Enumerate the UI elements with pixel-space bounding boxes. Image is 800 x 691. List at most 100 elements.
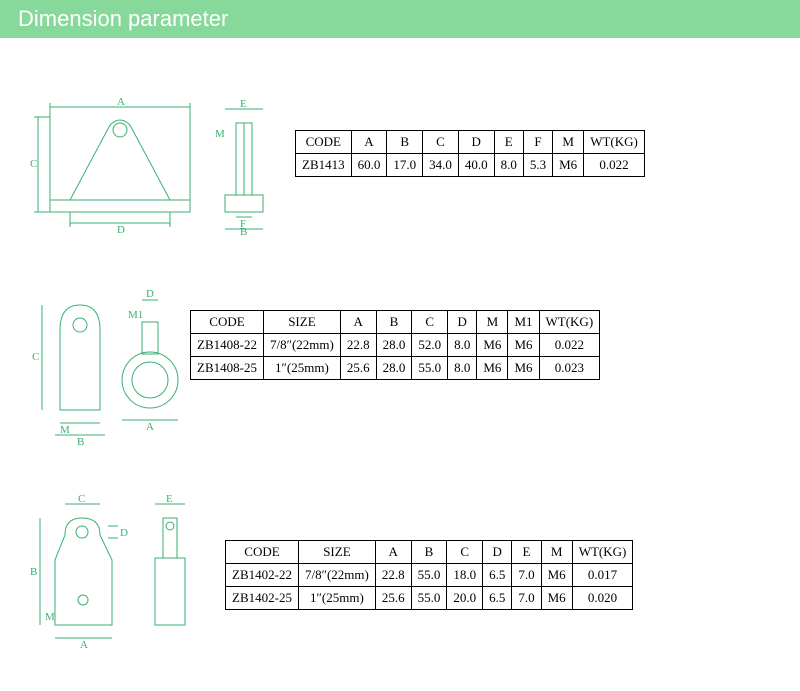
col-d: D (483, 541, 512, 564)
cell: 7.0 (512, 587, 541, 610)
dim-b: B (30, 566, 37, 578)
table-row: ZB1402-25 1″(25mm) 25.6 55.0 20.0 6.5 7.… (226, 587, 633, 610)
table-2: CODE SIZE A B C D M M1 WT(KG) ZB1408-22 … (190, 310, 600, 380)
col-e: E (512, 541, 541, 564)
dim-e: E (166, 493, 173, 505)
cell: 0.022 (539, 334, 600, 357)
cell: M6 (553, 154, 584, 177)
cell: ZB1402-25 (226, 587, 299, 610)
cell: 8.0 (448, 334, 477, 357)
col-size: SIZE (263, 311, 340, 334)
cell: 55.0 (412, 357, 448, 380)
cell: 22.8 (375, 564, 411, 587)
cell: M6 (477, 357, 508, 380)
cell: 20.0 (447, 587, 483, 610)
col-wt: WT(KG) (572, 541, 633, 564)
cell: 28.0 (376, 357, 412, 380)
cell: 18.0 (447, 564, 483, 587)
col-size: SIZE (298, 541, 375, 564)
cell: 0.022 (584, 154, 645, 177)
cell: 7/8″(22mm) (263, 334, 340, 357)
cell: ZB1413 (296, 154, 352, 177)
header-title: Dimension parameter (18, 6, 228, 31)
col-m: M (477, 311, 508, 334)
col-e: E (494, 131, 523, 154)
col-b: B (376, 311, 412, 334)
dim-d: D (146, 288, 154, 300)
bracket-drawing-icon: A D C E M F B (30, 95, 280, 235)
cell: 1″(25mm) (263, 357, 340, 380)
cell: 7.0 (512, 564, 541, 587)
cell: 40.0 (458, 154, 494, 177)
col-f: F (523, 131, 552, 154)
col-wt: WT(KG) (584, 131, 645, 154)
cell: 6.5 (483, 587, 512, 610)
dim-d: D (120, 527, 128, 539)
col-b: B (411, 541, 447, 564)
cell: 34.0 (423, 154, 459, 177)
dim-a: A (117, 96, 125, 108)
cell: 7/8″(22mm) (298, 564, 375, 587)
cell: 25.6 (340, 357, 376, 380)
cell: 6.5 (483, 564, 512, 587)
diagram-2: M B C D M1 A (30, 280, 190, 450)
table-row: ZB1408-22 7/8″(22mm) 22.8 28.0 52.0 8.0 … (191, 334, 600, 357)
cell: ZB1408-25 (191, 357, 264, 380)
col-m1: M1 (508, 311, 539, 334)
cell: M6 (541, 587, 572, 610)
col-a: A (375, 541, 411, 564)
dim-d: D (117, 224, 125, 235)
cell: M6 (477, 334, 508, 357)
col-wt: WT(KG) (539, 311, 600, 334)
col-b: B (387, 131, 423, 154)
table-row: ZB1408-25 1″(25mm) 25.6 28.0 55.0 8.0 M6… (191, 357, 600, 380)
cell: 25.6 (375, 587, 411, 610)
table-header-row: CODE SIZE A B C D E M WT(KG) (226, 541, 633, 564)
col-m: M (541, 541, 572, 564)
cell: M6 (508, 334, 539, 357)
cell: M6 (541, 564, 572, 587)
col-code: CODE (226, 541, 299, 564)
col-a: A (351, 131, 387, 154)
dim-m: M (45, 611, 55, 623)
dim-e: E (240, 98, 247, 110)
cell: 55.0 (411, 564, 447, 587)
cell: 55.0 (411, 587, 447, 610)
col-code: CODE (296, 131, 352, 154)
col-a: A (340, 311, 376, 334)
jaw-slide-drawing-icon: C D B M A E (30, 490, 220, 660)
col-c: C (447, 541, 483, 564)
cell: 28.0 (376, 334, 412, 357)
dim-c: C (32, 351, 39, 363)
cell: 0.023 (539, 357, 600, 380)
col-m: M (553, 131, 584, 154)
eye-end-drawing-icon: M B C D M1 A (30, 280, 190, 450)
cell: ZB1402-22 (226, 564, 299, 587)
cell: ZB1408-22 (191, 334, 264, 357)
cell: 22.8 (340, 334, 376, 357)
col-c: C (423, 131, 459, 154)
table-row: ZB1413 60.0 17.0 34.0 40.0 8.0 5.3 M6 0.… (296, 154, 645, 177)
table-3: CODE SIZE A B C D E M WT(KG) ZB1402-22 7… (225, 540, 633, 610)
dim-b: B (77, 436, 84, 448)
diagram-3: C D B M A E (30, 490, 220, 660)
cell: 1″(25mm) (298, 587, 375, 610)
cell: 0.017 (572, 564, 633, 587)
cell: 17.0 (387, 154, 423, 177)
dim-m1: M1 (128, 309, 143, 321)
dim-c: C (78, 493, 85, 505)
dim-c: C (30, 158, 37, 170)
header-bar: Dimension parameter (0, 0, 800, 38)
dim-b: B (240, 226, 247, 235)
col-code: CODE (191, 311, 264, 334)
cell: 8.0 (494, 154, 523, 177)
col-d: D (448, 311, 477, 334)
col-c: C (412, 311, 448, 334)
table-header-row: CODE SIZE A B C D M M1 WT(KG) (191, 311, 600, 334)
cell: 8.0 (448, 357, 477, 380)
dim-m: M (60, 424, 70, 436)
cell: M6 (508, 357, 539, 380)
cell: 60.0 (351, 154, 387, 177)
dim-a: A (80, 639, 88, 651)
cell: 0.020 (572, 587, 633, 610)
